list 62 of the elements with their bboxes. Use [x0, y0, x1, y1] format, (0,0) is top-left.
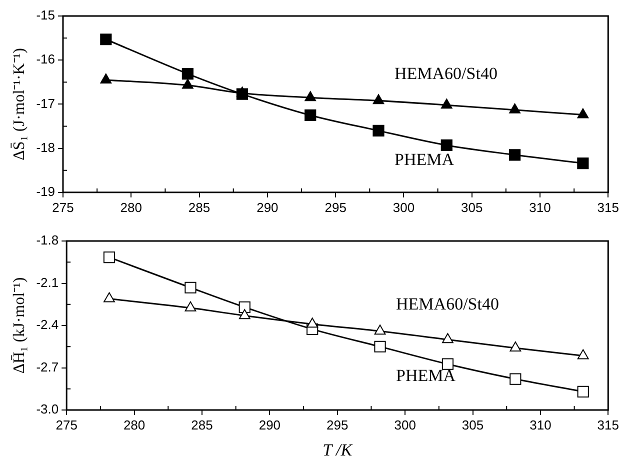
- point: [306, 318, 318, 328]
- point: [374, 324, 386, 335]
- series-label: HEMA60/St40: [396, 294, 499, 314]
- y-axis-title: ΔH̄₁ (kJ·mol⁻¹): [10, 277, 28, 374]
- point: [440, 139, 452, 152]
- point: [100, 73, 112, 84]
- x-tick-label: 305: [461, 200, 483, 215]
- y-tick-label: -16: [36, 52, 55, 67]
- point: [508, 149, 521, 161]
- y-tick-label: -15: [36, 8, 55, 23]
- point: [442, 358, 454, 370]
- point: [372, 94, 384, 104]
- x-axis-title: T /K: [322, 440, 354, 460]
- point: [304, 91, 316, 102]
- x-tick-label: 315: [597, 417, 620, 432]
- point: [374, 340, 386, 352]
- series-label: PHEMA: [396, 366, 456, 386]
- x-tick-label: 315: [597, 200, 620, 215]
- y-tick-label: -2.7: [36, 359, 59, 374]
- point: [104, 292, 115, 302]
- point: [238, 301, 250, 313]
- x-tick-label: 275: [56, 417, 78, 432]
- y-tick-label: -1.8: [36, 232, 59, 248]
- x-tick-label: 280: [123, 417, 146, 432]
- y-axis-title: ΔS̄₁ (J·mol⁻¹·K⁻¹): [10, 48, 28, 160]
- point: [236, 86, 248, 97]
- x-tick-label: 310: [530, 417, 552, 432]
- point: [509, 103, 520, 114]
- y-tick-label: -3.0: [36, 402, 59, 417]
- x-tick-label: 305: [462, 417, 484, 432]
- point: [442, 333, 454, 344]
- x-tick-label: 300: [394, 417, 416, 432]
- point: [372, 124, 384, 136]
- point: [577, 349, 589, 360]
- point: [577, 157, 589, 170]
- point: [304, 109, 316, 122]
- x-tick-label: 285: [188, 200, 210, 215]
- point: [440, 98, 452, 109]
- point: [577, 386, 589, 398]
- y-tick-label: -2.1: [36, 274, 59, 290]
- x-tick-label: 295: [326, 417, 348, 432]
- x-tick-label: 285: [191, 417, 213, 432]
- series-label: HEMA60/St40: [394, 64, 498, 84]
- x-tick-label: 295: [324, 200, 346, 215]
- x-tick-label: 310: [529, 200, 551, 215]
- x-tick-label: 275: [52, 200, 74, 215]
- point: [184, 282, 196, 294]
- x-tick-label: 290: [258, 417, 281, 432]
- point: [182, 78, 194, 89]
- point: [510, 342, 522, 352]
- x-tick-label: 280: [120, 200, 142, 215]
- point: [577, 108, 589, 118]
- y-tick-label: -17: [36, 96, 55, 111]
- y-tick-label: -18: [36, 140, 55, 155]
- series-label: PHEMA: [394, 150, 455, 170]
- point: [510, 373, 522, 385]
- x-tick-label: 300: [392, 200, 415, 215]
- y-tick-label: -19: [36, 184, 55, 199]
- y-tick-label: -2.4: [36, 317, 59, 332]
- point: [184, 301, 196, 312]
- x-tick-label: 290: [256, 200, 278, 215]
- point: [238, 309, 250, 320]
